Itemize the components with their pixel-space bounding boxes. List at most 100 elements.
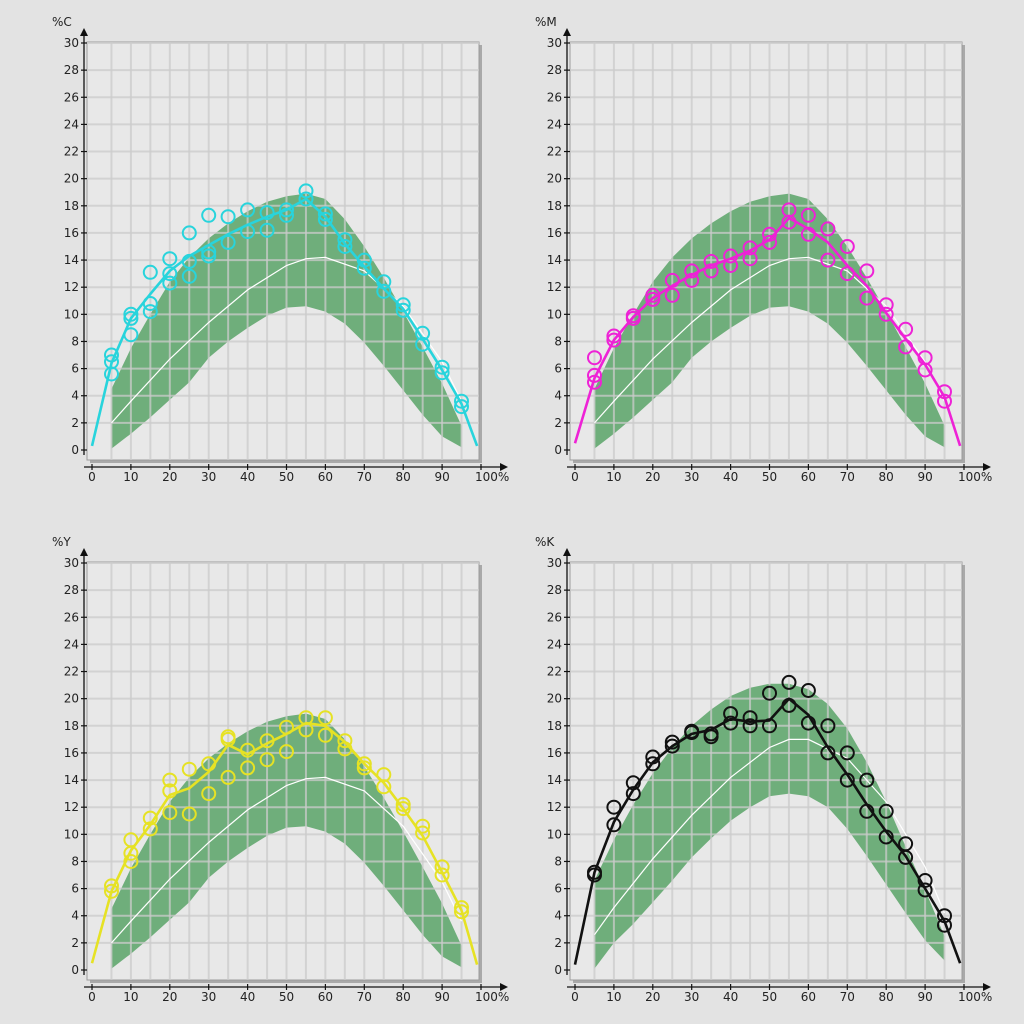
data-point — [625, 786, 641, 802]
data-point — [240, 760, 256, 776]
x-tick-label: 10 — [123, 990, 138, 1004]
y-tick-label: 20 — [547, 172, 562, 186]
y-axis-arrow — [80, 28, 88, 36]
data-point — [298, 191, 314, 207]
tolerance-band — [594, 683, 945, 969]
y-tick-label: 10 — [547, 307, 562, 321]
x-tick-label: 90 — [917, 990, 932, 1004]
y-tick-label: 30 — [64, 36, 79, 50]
data-point — [317, 206, 333, 222]
y-tick-label: 26 — [547, 90, 562, 104]
tolerance-band — [111, 713, 462, 969]
y-axis-label: %Y — [52, 535, 71, 549]
y-tick-label: 6 — [554, 882, 562, 896]
y-tick-label: 4 — [71, 389, 79, 403]
y-tick-label: 18 — [547, 719, 562, 733]
x-tick-label: 40 — [240, 990, 255, 1004]
data-point — [220, 769, 236, 785]
data-point — [781, 674, 797, 690]
y-tick-label: 0 — [71, 963, 79, 977]
data-point — [742, 718, 758, 734]
data-point — [376, 283, 392, 299]
y-tick-label: 26 — [64, 90, 79, 104]
x-tick-label: 70 — [357, 470, 372, 484]
data-point — [259, 222, 275, 238]
y-tick-label: 12 — [64, 800, 79, 814]
data-point — [356, 260, 372, 276]
y-tick-label: 22 — [64, 145, 79, 159]
y-tick-label: 24 — [547, 637, 562, 651]
data-point — [337, 239, 353, 254]
data-point — [259, 752, 275, 768]
y-tick-label: 28 — [547, 63, 562, 77]
reference-curve — [111, 256, 463, 424]
axes — [80, 548, 508, 991]
x-tick-label: 90 — [434, 470, 449, 484]
data-point — [454, 393, 469, 409]
y-tick-label: 16 — [547, 226, 562, 240]
y-tick-label: 8 — [554, 334, 562, 348]
x-tick-label: 20 — [645, 470, 660, 484]
data-point — [800, 683, 816, 698]
data-point — [839, 745, 855, 761]
y-axis-arrow — [563, 28, 571, 36]
data-point — [142, 304, 158, 320]
series-line — [90, 721, 479, 965]
data-point — [298, 183, 314, 199]
x-tick-label: 60 — [801, 470, 816, 484]
x-unit-label: 100% — [475, 470, 509, 484]
data-point — [820, 718, 836, 734]
y-tick-label: 30 — [547, 36, 562, 50]
data-point — [859, 263, 875, 279]
y-tick-label: 30 — [547, 556, 562, 570]
grid — [87, 42, 479, 460]
x-unit-label: 100% — [958, 990, 992, 1004]
x-tick-label: 80 — [879, 990, 894, 1004]
y-tick-label: 10 — [64, 307, 79, 321]
x-tick-label: 80 — [879, 470, 894, 484]
x-tick-label: 60 — [318, 990, 333, 1004]
x-tick-label: 40 — [723, 470, 738, 484]
grid — [87, 562, 479, 980]
y-tick-label: 0 — [554, 443, 562, 457]
y-tick-label: 12 — [547, 280, 562, 294]
x-tick-label: 80 — [396, 470, 411, 484]
x-tick-label: 10 — [123, 470, 138, 484]
data-point — [800, 207, 816, 223]
data-point — [317, 710, 333, 726]
x-tick-label: 70 — [840, 470, 855, 484]
y-tick-label: 28 — [64, 63, 79, 77]
x-tick-label: 70 — [357, 990, 372, 1004]
x-tick-label: 30 — [201, 470, 216, 484]
y-tick-label: 30 — [64, 556, 79, 570]
x-tick-label: 10 — [606, 990, 621, 1004]
data-point — [587, 350, 602, 366]
y-tick-label: 26 — [64, 610, 79, 624]
y-tick-label: 24 — [64, 117, 79, 131]
y-tick-label: 4 — [71, 909, 79, 923]
data-point — [859, 772, 875, 788]
y-axis-label: %K — [535, 535, 555, 549]
x-axis-arrow — [983, 463, 991, 471]
x-tick-label: 50 — [279, 470, 294, 484]
x-tick-label: 20 — [162, 990, 177, 1004]
data-point — [454, 904, 469, 920]
x-tick-label: 80 — [396, 990, 411, 1004]
x-tick-label: 30 — [201, 990, 216, 1004]
y-tick-label: 28 — [64, 583, 79, 597]
y-tick-label: 14 — [547, 253, 562, 267]
tolerance-band — [111, 193, 462, 449]
y-tick-label: 16 — [64, 226, 79, 240]
y-tick-label: 26 — [547, 610, 562, 624]
data-point — [220, 234, 236, 250]
series-line — [573, 216, 962, 447]
data-point — [317, 211, 333, 227]
data-point — [454, 399, 469, 415]
data-point — [201, 786, 217, 802]
data-point — [162, 266, 178, 282]
y-tick-label: 4 — [554, 389, 562, 403]
data-point — [742, 710, 758, 726]
data-point — [356, 756, 372, 772]
y-tick-label: 22 — [547, 665, 562, 679]
